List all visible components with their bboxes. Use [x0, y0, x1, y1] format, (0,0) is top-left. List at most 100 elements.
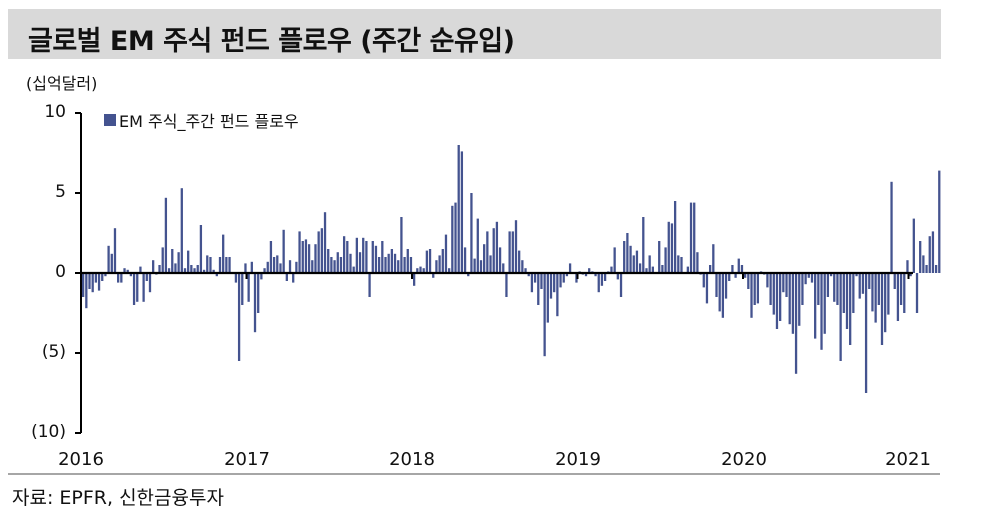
bar: [629, 245, 632, 273]
bar: [384, 257, 387, 273]
bar: [817, 273, 820, 305]
bar: [82, 273, 85, 297]
x-tick-label: 2019: [555, 449, 601, 470]
bar: [301, 241, 304, 273]
bar: [132, 273, 136, 305]
bar: [387, 253, 390, 273]
bar: [139, 266, 142, 273]
bar: [101, 273, 104, 281]
y-tick-label: 10: [44, 102, 66, 122]
bar: [588, 268, 591, 273]
bar: [333, 260, 336, 273]
bar: [409, 257, 413, 273]
bar: [180, 188, 183, 273]
bar: [448, 268, 451, 273]
bar: [196, 265, 199, 273]
bar: [903, 273, 906, 313]
bar: [890, 181, 893, 273]
bar: [97, 273, 101, 291]
page-title: 글로벌 EM 주식 펀드 플로우 (주간 순유입): [28, 26, 515, 57]
bar-series: [82, 145, 941, 393]
bar: [553, 273, 556, 293]
bar: [511, 231, 514, 273]
x-tick-label: 2016: [58, 449, 104, 470]
bar: [463, 247, 467, 273]
bar: [451, 205, 454, 273]
bar: [829, 273, 833, 277]
bar: [161, 247, 164, 273]
bar: [632, 255, 635, 273]
bar: [492, 228, 495, 273]
bar: [441, 249, 444, 273]
bar: [670, 223, 674, 273]
bar: [435, 260, 438, 273]
bar: [855, 273, 858, 277]
bar: [215, 273, 218, 277]
bar: [314, 244, 317, 273]
bar: [85, 273, 88, 309]
bar: [253, 273, 257, 333]
bar: [842, 273, 845, 313]
bar: [403, 257, 406, 273]
bar: [798, 273, 801, 326]
bar: [346, 241, 349, 273]
bar: [174, 263, 177, 273]
bar: [775, 273, 779, 329]
bar: [737, 258, 740, 273]
title-bar: 글로벌 EM 주식 펀드 플로우 (주간 순유입): [8, 9, 941, 59]
bar: [772, 273, 775, 315]
bar: [202, 269, 206, 273]
bar: [177, 252, 180, 273]
bar: [377, 257, 381, 273]
bar: [228, 257, 231, 273]
bar: [833, 273, 836, 302]
bar: [237, 273, 241, 361]
x-tick-label: 2021: [885, 449, 931, 470]
bar: [610, 266, 613, 273]
bar: [282, 229, 285, 273]
bar: [807, 273, 810, 278]
bar: [244, 263, 247, 273]
bar: [400, 217, 403, 273]
bar: [880, 273, 884, 345]
bar: [307, 244, 311, 273]
bar: [279, 263, 282, 273]
bar: [358, 252, 362, 273]
bar: [814, 273, 817, 339]
bar: [909, 273, 912, 277]
legend-label: EM 주식_주간 펀드 플로우: [119, 112, 299, 131]
bar: [225, 257, 228, 273]
bar: [508, 231, 511, 273]
bar: [136, 273, 139, 302]
bar: [269, 241, 273, 273]
bar: [317, 231, 320, 273]
bar: [549, 273, 553, 299]
bar: [120, 273, 123, 283]
bar: [311, 260, 314, 273]
bar: [428, 249, 432, 273]
bar: [110, 253, 113, 273]
bar: [896, 273, 900, 321]
bar: [320, 228, 323, 273]
bar: [323, 212, 327, 273]
bar: [247, 273, 250, 302]
bar: [288, 260, 292, 273]
bar: [858, 273, 861, 299]
bar: [922, 255, 925, 273]
bar: [823, 273, 826, 334]
bar: [524, 268, 527, 273]
bar: [543, 273, 546, 357]
bar: [645, 268, 648, 273]
bar: [117, 273, 120, 283]
footer-divider: [8, 473, 940, 475]
bar: [352, 266, 355, 273]
bar: [527, 273, 530, 277]
bar: [473, 258, 476, 273]
y-tick-label: (5): [41, 342, 66, 362]
bar: [432, 273, 435, 278]
x-tick-label: 2017: [224, 449, 270, 470]
bar: [715, 273, 718, 297]
x-tick-label: 2020: [721, 449, 767, 470]
bar: [514, 220, 518, 273]
bar: [107, 245, 110, 273]
